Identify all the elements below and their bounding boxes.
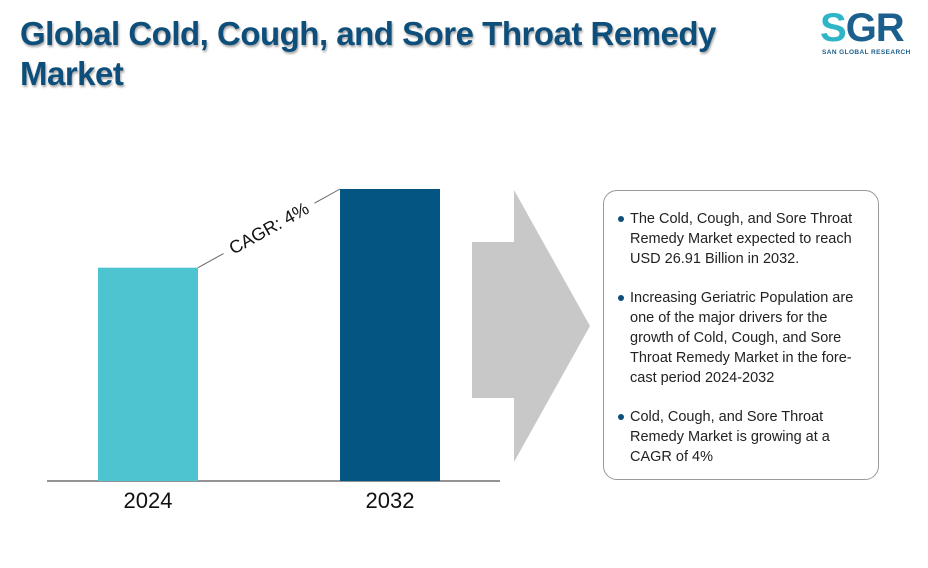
cagr-connector-lower <box>197 253 224 269</box>
logo-mark-s: S <box>820 6 847 50</box>
info-box: The Cold, Cough, and Sore Throat Remedy … <box>603 190 879 480</box>
x-tick-label-2032: 2032 <box>366 488 415 513</box>
right-arrow-shape <box>472 190 590 462</box>
info-point-2: Increasing Geriatric Population are one … <box>618 288 864 388</box>
page-title: Global Cold, Cough, and Sore Throat Reme… <box>20 15 716 92</box>
info-point-3: Cold, Cough, and Sore Throat Remedy Mark… <box>618 407 864 467</box>
logo-subtitle: SAN GLOBAL RESEARCH <box>822 49 911 56</box>
info-point-1: The Cold, Cough, and Sore Throat Remedy … <box>618 209 864 269</box>
bar-2032 <box>340 189 440 481</box>
bar-2024 <box>98 267 198 481</box>
cagr-connector-upper <box>314 188 341 204</box>
info-list: The Cold, Cough, and Sore Throat Remedy … <box>618 209 864 467</box>
logo-mark: SGR <box>820 6 905 50</box>
sgr-logo: SGR SAN GLOBAL RESEARCH <box>820 6 920 62</box>
cagr-annotation: CAGR: 4% <box>226 198 313 258</box>
logo-mark-gr: GR <box>845 6 905 50</box>
x-tick-label-2024: 2024 <box>124 488 173 513</box>
